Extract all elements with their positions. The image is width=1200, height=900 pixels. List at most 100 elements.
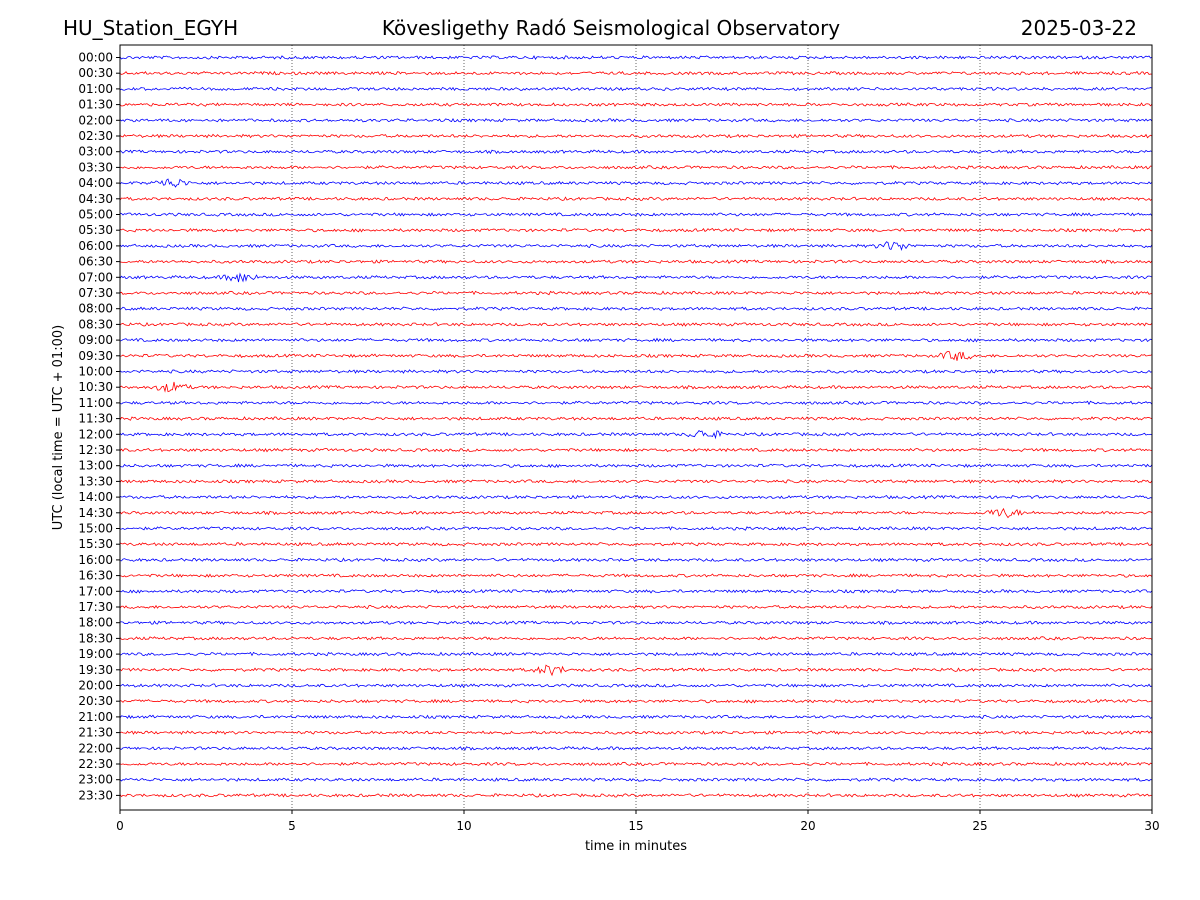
x-tick-label: 0 [116,819,124,833]
y-tick-label: 09:00 [78,333,113,347]
trace-1100 [119,400,1153,406]
trace-0200 [119,118,1153,123]
y-tick-label: 07:30 [78,286,113,300]
trace-0800 [119,306,1153,311]
y-tick-label: 23:00 [78,773,113,787]
y-tick-label: 20:00 [78,679,113,693]
y-tick-label: 11:30 [78,412,113,426]
trace-2330 [119,792,1153,798]
trace-1030 [119,381,1152,393]
y-tick-label: 19:00 [78,647,113,661]
y-tick-label: 07:00 [78,270,113,284]
trace-2200 [119,746,1153,751]
y-tick-label: 15:30 [78,537,113,551]
trace-1730 [119,604,1153,610]
trace-1000 [119,369,1153,374]
trace-2000 [119,683,1153,688]
y-tick-label: 02:30 [78,129,113,143]
y-tick-label: 18:00 [78,616,113,630]
y-tick-label: 02:00 [78,113,113,127]
trace-1500 [119,526,1153,531]
trace-2130 [119,730,1153,735]
y-tick-label: 22:00 [78,741,113,755]
trace-1430 [119,507,1153,519]
trace-1230 [119,447,1153,453]
trace-1300 [119,463,1153,469]
y-tick-label: 04:30 [78,192,113,206]
y-tick-label: 08:00 [78,302,113,316]
y-tick-label: 06:30 [78,255,113,269]
x-tick-label: 25 [972,819,987,833]
y-tick-label: 15:00 [78,522,113,536]
y-tick-label: 21:30 [78,726,113,740]
trace-1930 [119,664,1153,677]
trace-1700 [119,589,1153,594]
y-tick-label: 17:30 [78,600,113,614]
y-tick-label: 14:00 [78,490,113,504]
station-name: HU_Station_EGYH [63,16,239,40]
y-tick-label: 05:00 [78,208,113,222]
y-axis-label: UTC (local time = UTC + 01:00) [51,325,66,530]
y-tick-label: 04:00 [78,176,113,190]
y-tick-label: 10:30 [78,380,113,394]
chart-title: Kövesligethy Radó Seismological Observat… [381,16,841,40]
y-tick-label: 23:30 [78,788,113,802]
y-tick-label: 00:30 [78,66,113,80]
y-tick-label: 06:00 [78,239,113,253]
trace-1800 [119,620,1153,626]
y-tick-label: 16:00 [78,553,113,567]
y-tick-label: 00:00 [78,51,113,65]
trace-2030 [119,698,1153,704]
y-tick-label: 11:00 [78,396,113,410]
trace-1200 [119,430,1153,440]
x-tick-label: 30 [1144,819,1159,833]
record-date: 2025-03-22 [1020,16,1137,40]
trace-0830 [119,321,1153,327]
trace-1630 [119,573,1153,578]
x-axis-label: time in minutes [585,839,687,854]
trace-0600 [119,241,1153,251]
trace-0400 [119,178,1153,188]
y-tick-label: 12:30 [78,443,113,457]
y-tick-label: 10:00 [78,365,113,379]
trace-1330 [119,479,1153,484]
y-tick-label: 16:30 [78,569,113,583]
trace-0530 [119,227,1153,233]
y-tick-label: 09:30 [78,349,113,363]
trace-1830 [119,636,1153,641]
x-tick-label: 5 [288,819,296,833]
y-tick-label: 01:00 [78,82,113,96]
y-tick-label: 21:00 [78,710,113,724]
trace-0000 [119,55,1153,60]
trace-0130 [119,102,1153,107]
x-tick-label: 20 [800,819,815,833]
y-tick-label: 08:30 [78,317,113,331]
y-tick-label: 13:00 [78,459,113,473]
y-tick-label: 19:30 [78,663,113,677]
trace-0230 [119,133,1153,139]
trace-0300 [119,149,1153,155]
y-tick-label: 20:30 [78,694,113,708]
y-tick-label: 03:30 [78,160,113,174]
trace-0930 [119,351,1153,361]
trace-0500 [119,212,1153,217]
y-tick-label: 01:30 [78,98,113,112]
trace-1530 [119,541,1153,547]
trace-1600 [119,557,1153,563]
trace-0700 [119,272,1153,283]
y-tick-label: 05:30 [78,223,113,237]
trace-0330 [119,164,1153,170]
y-tick-label: 13:30 [78,474,113,488]
trace-0900 [119,337,1153,343]
trace-2100 [119,714,1153,720]
x-tick-label: 15 [628,819,643,833]
y-tick-label: 17:00 [78,584,113,598]
trace-0030 [119,70,1153,76]
y-tick-label: 14:30 [78,506,113,520]
trace-1130 [119,416,1153,421]
trace-0730 [119,290,1153,296]
trace-0430 [119,196,1153,202]
trace-0630 [119,259,1153,265]
y-tick-label: 03:00 [78,145,113,159]
